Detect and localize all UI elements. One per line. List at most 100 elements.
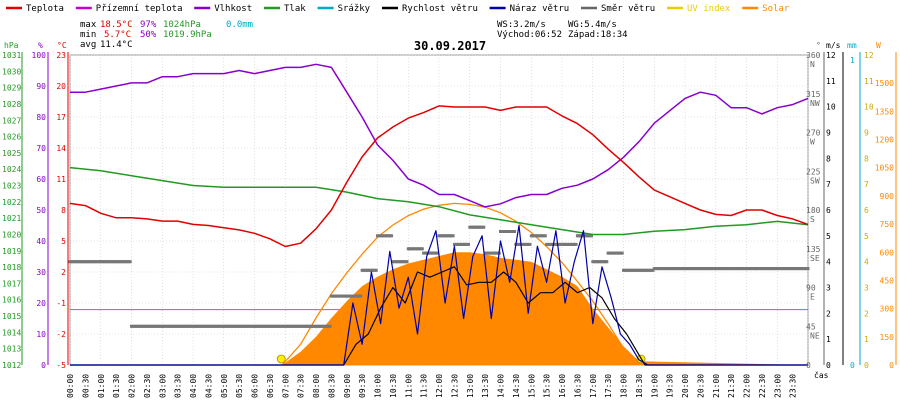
tick-time: 07:30 <box>297 374 306 398</box>
tick-time: 21:00 <box>712 374 721 398</box>
series-line-teplota <box>69 105 809 248</box>
tick-hpa: 1027 <box>2 116 21 125</box>
wind-direction-point <box>543 234 547 238</box>
tick-hpa: 1015 <box>2 312 21 321</box>
tick-time: 00:00 <box>66 374 75 398</box>
tick-uv: 7 <box>864 180 869 189</box>
axis-unit-w: W <box>876 41 881 50</box>
tick-w: 1500 <box>875 79 894 88</box>
legend-label: Rychlost větru <box>402 4 478 14</box>
tick-temp: 23 <box>56 51 66 60</box>
stats-sunset: Západ:18:34 <box>568 30 628 40</box>
tick-uv: 9 <box>864 129 869 138</box>
axis-unit-temp: °C <box>57 41 67 50</box>
wind-direction-point <box>420 247 424 251</box>
tick-hpa: 1017 <box>2 279 21 288</box>
tick-hum: 60 <box>36 175 46 184</box>
axis-unit-ms: m/s <box>826 41 841 50</box>
tick-w: 150 <box>880 333 895 342</box>
tick-dir: 315 <box>806 90 821 99</box>
legend-label: Tlak <box>284 4 306 14</box>
tick-uv: 0 <box>864 361 869 370</box>
tick-ms: 0 <box>826 361 831 370</box>
tick-ms: 5 <box>826 232 831 241</box>
tick-uv: 6 <box>864 206 869 215</box>
tick-w: 600 <box>880 248 895 257</box>
tick-hum: 10 <box>36 330 46 339</box>
tick-time: 12:00 <box>435 374 444 398</box>
tick-hum: 20 <box>36 299 46 308</box>
tick-temp: -1 <box>56 299 66 308</box>
tick-temp: -2 <box>56 330 66 339</box>
legend-label: Teplota <box>26 4 64 14</box>
tick-hpa: 1028 <box>2 100 21 109</box>
tick-time: 16:00 <box>558 374 567 398</box>
stats-min-hum: 50% <box>140 30 157 40</box>
tick-ms: 7 <box>826 180 831 189</box>
tick-time: 03:30 <box>174 374 183 398</box>
wind-direction-point <box>574 242 578 246</box>
solar-area-fill <box>70 252 808 365</box>
stats-min-press: 1019.9hPa <box>163 30 212 40</box>
tick-hum: 50 <box>36 206 46 215</box>
axes: hPa% °C ° m/s mm Wčas103110301029102810271026… <box>2 41 897 398</box>
tick-hpa: 1020 <box>2 230 21 239</box>
series-line-vlhkost <box>70 63 809 208</box>
tick-uv: 5 <box>864 232 869 241</box>
series-line-tlak <box>69 166 809 236</box>
tick-hpa: 1029 <box>2 84 21 93</box>
tick-dir: 0 <box>806 361 811 370</box>
wind-direction-point <box>806 267 810 271</box>
tick-uv: 10 <box>864 103 874 112</box>
tick-hpa: 1016 <box>2 296 21 305</box>
tick-w: 750 <box>880 220 895 229</box>
tick-hum: 90 <box>36 82 46 91</box>
wind-direction-point <box>128 260 132 264</box>
tick-time: 14:30 <box>512 374 521 398</box>
tick-time: 18:30 <box>635 374 644 398</box>
tick-hpa: 1026 <box>2 133 21 142</box>
wind-direction-point <box>390 234 394 238</box>
wind-direction-point <box>328 324 332 328</box>
tick-hpa: 1019 <box>2 247 21 256</box>
chart-title: 30.09.2017 <box>414 39 486 53</box>
stats-max-label: max <box>80 20 97 30</box>
tick-time: 05:30 <box>235 374 244 398</box>
legend-label: Vlhkost <box>214 4 252 14</box>
wind-direction-points <box>68 225 810 328</box>
tick-ms: 2 <box>826 309 831 318</box>
tick-time: 11:00 <box>404 374 413 398</box>
legend-label: Směr větru <box>601 4 655 14</box>
tick-hum: 40 <box>36 237 46 246</box>
legend: Teplota Přízemní teplota Vlhkost Tlak Srážky… <box>6 4 790 14</box>
tick-w: 1200 <box>875 136 894 145</box>
tick-time: 13:00 <box>466 374 475 398</box>
series-line-rychlost-větru <box>70 266 808 366</box>
wind-direction-point <box>374 268 378 272</box>
tick-dir-label: NE <box>810 331 820 340</box>
tick-temp: 2 <box>61 268 66 277</box>
tick-time: 09:30 <box>358 374 367 398</box>
tick-dir-label: NW <box>810 99 820 108</box>
legend-label: Náraz větru <box>510 4 570 14</box>
stats-avg-temp: 11.4°C <box>100 40 133 50</box>
tick-time: 14:00 <box>497 374 506 398</box>
tick-temp: 14 <box>56 144 66 153</box>
tick-hpa: 1012 <box>2 361 21 370</box>
tick-hpa: 1025 <box>2 149 21 158</box>
tick-hpa: 1018 <box>2 263 21 272</box>
tick-time: 06:30 <box>266 374 275 398</box>
stats-avg-label: avg <box>80 40 96 50</box>
stats-wg: WG:5.4m/s <box>568 20 617 30</box>
tick-temp: 17 <box>56 113 66 122</box>
tick-time: 04:00 <box>189 374 198 398</box>
tick-hpa: 1023 <box>2 182 21 191</box>
tick-time: 02:30 <box>143 374 152 398</box>
stats-max-hum: 97% <box>140 20 157 30</box>
tick-w: 300 <box>880 305 895 314</box>
tick-time: 12:30 <box>450 374 459 398</box>
tick-dir: 90 <box>806 284 816 293</box>
stats-ws: WS:3.2m/s <box>497 20 546 30</box>
tick-w: 450 <box>880 276 895 285</box>
tick-hum: 80 <box>36 113 46 122</box>
